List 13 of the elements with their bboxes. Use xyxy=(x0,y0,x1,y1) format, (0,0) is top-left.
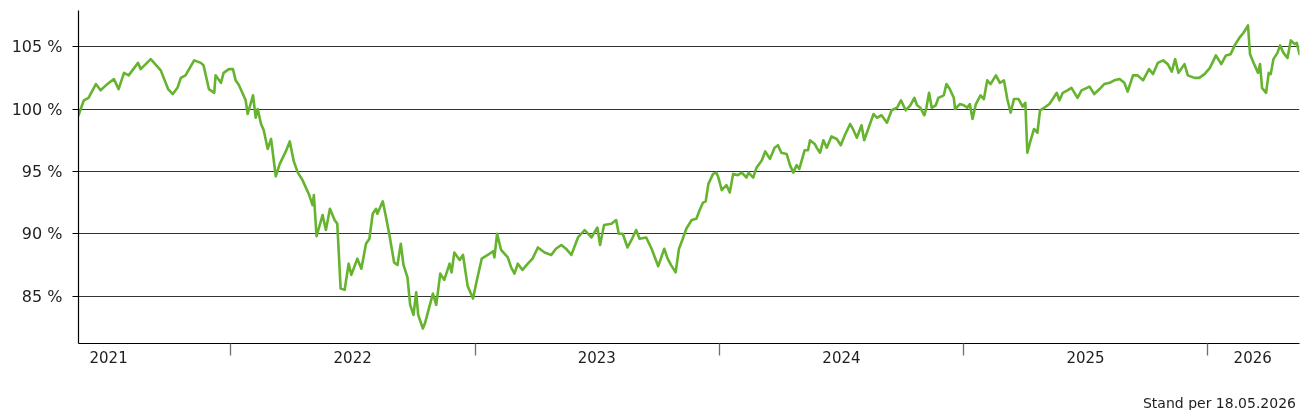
y-tick-label: 105 % xyxy=(11,37,63,57)
x-tick-label: 2021 xyxy=(89,348,128,367)
text: Stand per 18.05.2026 xyxy=(1142,394,1296,410)
y-tick-label: 85 % xyxy=(21,286,63,306)
x-tick-label: 2025 xyxy=(1066,348,1105,367)
y-tick-label: 95 % xyxy=(21,161,63,181)
x-tick-label: 2022 xyxy=(333,348,372,367)
x-tick-label: 2026 xyxy=(1233,348,1272,367)
y-tick-label: 90 % xyxy=(21,224,63,244)
x-tick-label: 2024 xyxy=(822,348,861,367)
x-tick-label: 2023 xyxy=(577,348,616,367)
line-series xyxy=(78,24,1300,330)
y-tick-label: 100 % xyxy=(11,99,63,119)
